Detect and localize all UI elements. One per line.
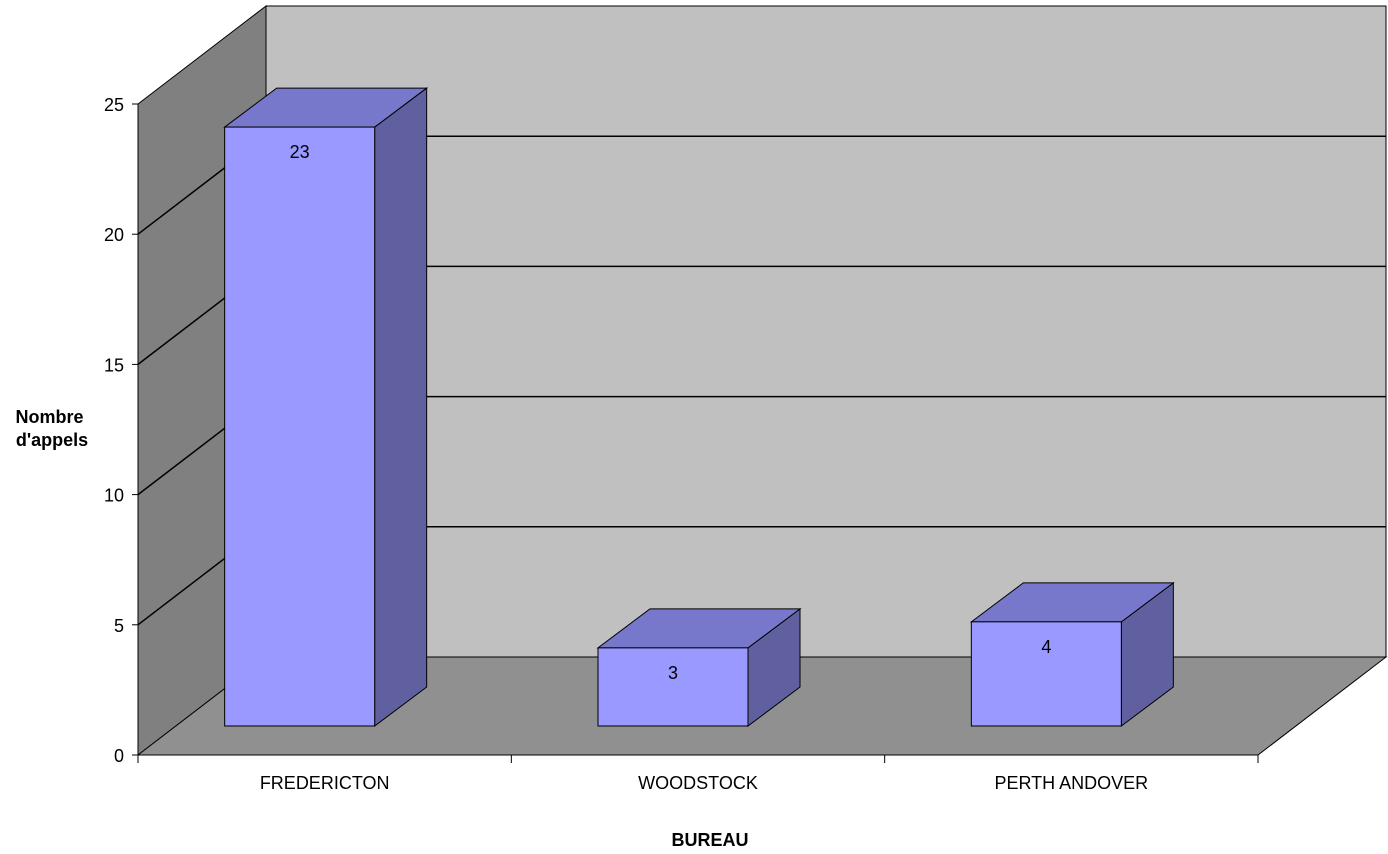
category-label: WOODSTOCK <box>638 773 758 793</box>
y-tick-label: 20 <box>104 225 124 245</box>
bar-front-face <box>597 647 749 727</box>
y-tick-labels: 0 5 10 15 20 25 <box>104 95 124 766</box>
bar-front-face <box>970 621 1122 727</box>
data-label: 3 <box>668 663 678 683</box>
bar-front-face <box>224 126 376 727</box>
y-axis-title-line-1: Nombre <box>15 407 83 427</box>
back-wall <box>265 5 1387 658</box>
data-label: 4 <box>1041 637 1051 657</box>
bar-woodstock: 3 <box>596 607 802 727</box>
axes <box>132 103 1259 763</box>
y-tick-label: 0 <box>114 746 124 766</box>
bar-fredericton: 23 <box>223 87 429 727</box>
y-tick-label: 5 <box>114 616 124 636</box>
bars: 23 3 4 <box>223 87 1175 727</box>
data-label: 23 <box>290 142 310 162</box>
y-tick-label: 15 <box>104 355 124 375</box>
y-axis-title-line-2: d'appels <box>16 430 88 450</box>
bar-perth-andover: 4 <box>969 581 1175 727</box>
category-label: FREDERICTON <box>260 773 390 793</box>
x-axis-title: BUREAU <box>671 830 748 850</box>
y-tick-label: 10 <box>104 486 124 506</box>
category-labels: FREDERICTON WOODSTOCK PERTH ANDOVER <box>260 773 1148 793</box>
y-tick-label: 25 <box>104 95 124 115</box>
y-axis-title: Nombre d'appels <box>15 407 88 450</box>
bar-side-face <box>374 87 428 727</box>
category-label: PERTH ANDOVER <box>994 773 1148 793</box>
